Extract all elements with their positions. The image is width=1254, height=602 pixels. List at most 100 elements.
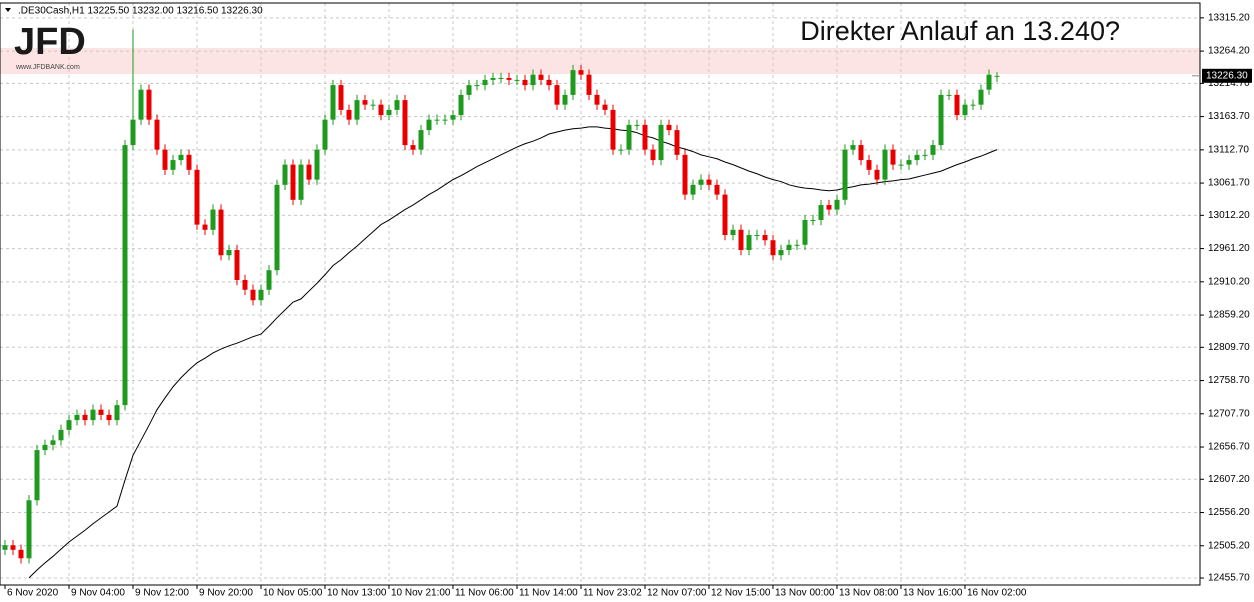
y-tick-label: 12961.20 xyxy=(1208,243,1250,254)
candle-body xyxy=(666,124,672,131)
logo: JFD xyxy=(14,21,86,63)
y-tick-label: 12758.70 xyxy=(1208,375,1250,386)
candle-body xyxy=(98,409,104,415)
candle-body xyxy=(946,94,952,96)
candle-body xyxy=(994,75,1000,77)
candle-body xyxy=(794,244,800,246)
candle-body xyxy=(250,289,256,301)
candle-body xyxy=(826,205,832,210)
candle-body xyxy=(258,289,264,301)
candle-body xyxy=(602,104,608,110)
candle-body xyxy=(434,119,440,121)
y-tick-label: 13315.20 xyxy=(1208,13,1250,24)
candle-body xyxy=(714,184,720,195)
candle-body xyxy=(138,89,144,120)
candle-body xyxy=(186,154,192,170)
candle-body xyxy=(586,74,592,95)
candle-body xyxy=(866,160,872,170)
candle-body xyxy=(210,209,216,230)
candle-body xyxy=(890,149,896,165)
x-tick-label: 11 Nov 23:02 xyxy=(583,588,642,599)
candle-body xyxy=(362,100,368,105)
candle-body xyxy=(674,130,680,155)
chart-title: .DE30Cash,H1 13225.50 13232.00 13216.50 … xyxy=(18,6,263,17)
candle-body xyxy=(50,440,56,445)
candle-body xyxy=(562,94,568,105)
candle-body xyxy=(66,420,72,430)
candle-body xyxy=(26,500,32,559)
candle-body xyxy=(762,235,768,241)
candle-body xyxy=(178,154,184,161)
y-tick-label: 12455.70 xyxy=(1208,573,1250,584)
candle-body xyxy=(922,154,928,156)
candle-body xyxy=(954,94,960,116)
candle-body xyxy=(962,104,968,116)
x-tick-label: 11 Nov 14:00 xyxy=(519,588,578,599)
candle-body xyxy=(986,74,992,90)
candle-body xyxy=(322,119,328,150)
candle-body xyxy=(154,119,160,150)
x-tick-label: 6 Nov 2020 xyxy=(7,588,59,599)
candle-body xyxy=(970,104,976,106)
candle-body xyxy=(106,414,112,421)
candle-body xyxy=(402,100,408,146)
candle-body xyxy=(194,169,200,225)
candle-body xyxy=(506,77,512,80)
candle-body xyxy=(778,250,784,256)
candle-body xyxy=(482,79,488,86)
candle-body xyxy=(266,270,272,290)
candle-body xyxy=(914,154,920,161)
candle-body xyxy=(338,85,344,110)
candle-body xyxy=(298,164,304,200)
candle-body xyxy=(474,85,480,87)
candle-body xyxy=(850,145,856,150)
x-tick-label: 10 Nov 21:00 xyxy=(391,588,451,599)
candle-body xyxy=(738,229,744,251)
candle-body xyxy=(554,85,560,105)
x-tick-label: 12 Nov 15:00 xyxy=(711,588,771,599)
candle-body xyxy=(906,160,912,165)
candle-body xyxy=(818,205,824,221)
candle-body xyxy=(306,164,312,180)
candle-body xyxy=(42,444,48,451)
x-tick-label: 16 Nov 02:00 xyxy=(967,588,1027,599)
candle-body xyxy=(610,109,616,150)
candle-body xyxy=(514,79,520,81)
candle-body xyxy=(522,79,528,86)
x-tick-label: 9 Nov 12:00 xyxy=(135,588,189,599)
price-marker-box xyxy=(1202,68,1252,83)
candle-body xyxy=(450,115,456,120)
candle-body xyxy=(18,549,24,559)
y-tick-label: 13061.70 xyxy=(1208,178,1250,189)
candle-body xyxy=(530,74,536,86)
candle-body xyxy=(226,250,232,256)
candle-body xyxy=(746,235,752,251)
candle-body xyxy=(410,145,416,150)
x-tick-label: 11 Nov 06:00 xyxy=(455,588,514,599)
candle-body xyxy=(346,109,352,120)
plot-frame xyxy=(0,2,1201,586)
candle-body xyxy=(578,70,584,75)
candle-body xyxy=(466,85,472,95)
x-tick-label: 10 Nov 05:00 xyxy=(263,588,323,599)
candle-body xyxy=(658,124,664,161)
candle-body xyxy=(354,100,360,120)
candle-body xyxy=(2,545,8,550)
candle-body xyxy=(442,119,448,121)
candle-body xyxy=(202,224,208,230)
resistance-zone xyxy=(0,47,1200,75)
candle-body xyxy=(90,409,96,421)
candle-body xyxy=(634,124,640,126)
x-tick-label: 12 Nov 07:00 xyxy=(647,588,707,599)
candle-body xyxy=(898,164,904,166)
candle-body xyxy=(290,164,296,200)
candle-body xyxy=(786,244,792,251)
candle-body xyxy=(730,229,736,236)
y-tick-label: 12859.20 xyxy=(1208,310,1250,321)
candle-body xyxy=(650,149,656,161)
candle-body xyxy=(122,145,128,406)
candle-body xyxy=(618,149,624,151)
candle-body xyxy=(874,169,880,180)
candle-body xyxy=(282,164,288,185)
